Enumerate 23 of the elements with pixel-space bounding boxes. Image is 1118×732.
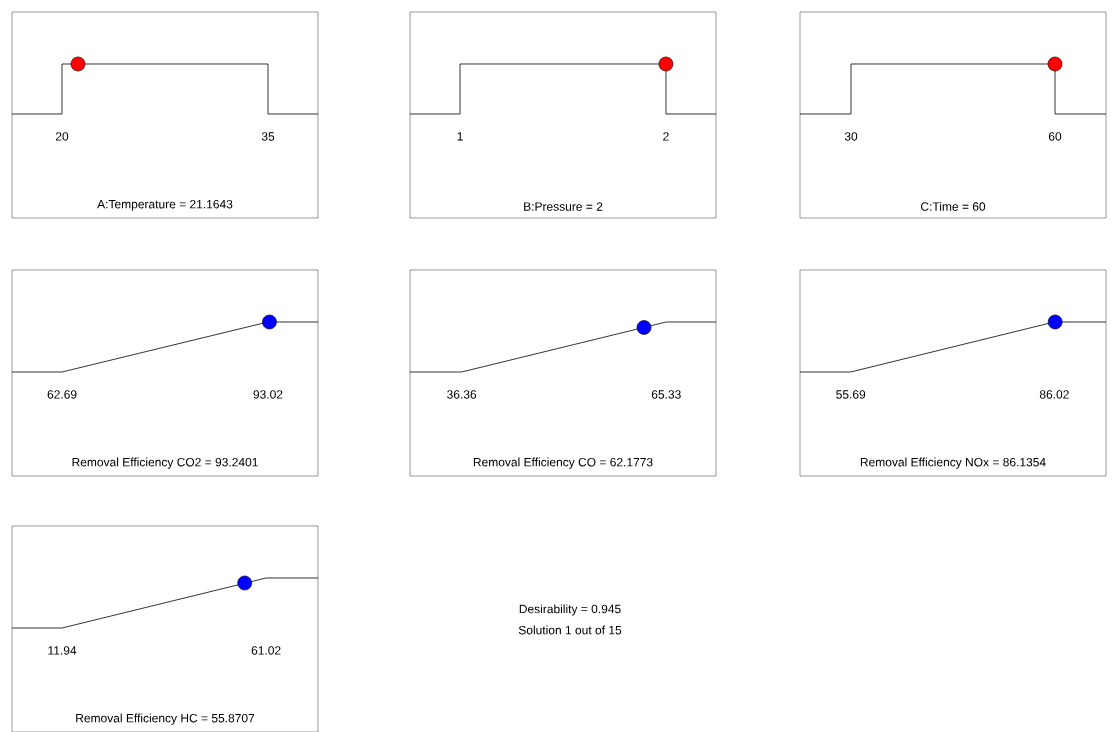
x-axis-title: Removal Efficiency HC = 55.8707: [76, 713, 255, 725]
x-tick-label: 65.33: [651, 390, 681, 399]
x-tick-label: 60: [1048, 132, 1062, 141]
x-tick-label: 55.69: [836, 390, 866, 399]
x-tick-label: 61.02: [251, 646, 281, 655]
x-axis-title: A:Temperature = 21.1643: [97, 199, 233, 211]
x-tick-label: 86.02: [1039, 390, 1069, 399]
x-axis-title: Removal Efficiency CO = 62.1773: [473, 457, 653, 469]
text: Desirability = 0.945: [519, 604, 621, 616]
x-axis-title: C:Time = 60: [921, 201, 986, 211]
x-tick-label: 30: [844, 132, 858, 141]
x-tick-label: 36.36: [447, 390, 477, 399]
x-tick-label: 20: [55, 132, 69, 141]
x-tick-label: 2: [663, 132, 669, 141]
x-tick-label: 11.94: [48, 646, 77, 655]
x-axis-title: Removal Efficiency CO2 = 93.2401: [72, 457, 258, 469]
x-axis-title: B:Pressure = 2: [524, 202, 603, 211]
x-tick-label: 62.69: [47, 390, 77, 399]
x-tick-label: 93.02: [253, 390, 283, 399]
text: Solution 1 out of 15: [518, 625, 622, 635]
x-tick-label: 1: [457, 132, 463, 141]
x-axis-title: Removal Efficiency NOx = 86.1354: [860, 457, 1046, 469]
x-tick-label: 35: [261, 132, 275, 141]
